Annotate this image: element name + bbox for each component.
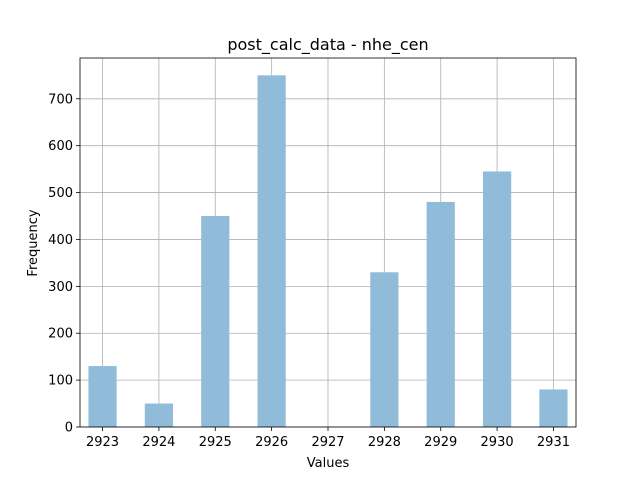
histogram-bar — [539, 389, 568, 427]
histogram-bar — [483, 171, 512, 427]
y-tick-label: 300 — [48, 280, 73, 295]
x-tick-label: 2929 — [424, 435, 457, 450]
x-tick-label: 2931 — [537, 435, 570, 450]
x-tick-label: 2926 — [255, 435, 288, 450]
x-axis-label: Values — [307, 456, 350, 471]
histogram-bar — [426, 201, 455, 427]
y-tick-label: 700 — [48, 92, 73, 107]
histogram-bar — [88, 366, 117, 427]
x-tick-label: 2927 — [311, 435, 344, 450]
y-axis-label: Frequency — [26, 209, 41, 276]
y-tick-label: 0 — [65, 421, 73, 436]
histogram-bar — [370, 272, 399, 427]
y-tick-label: 200 — [48, 327, 73, 342]
x-tick-label: 2925 — [199, 435, 232, 450]
x-tick-label: 2928 — [368, 435, 401, 450]
y-tick-label: 500 — [48, 186, 73, 201]
y-tick-label: 400 — [48, 233, 73, 248]
x-tick-label: 2924 — [142, 435, 175, 450]
x-axis: 2923 2924 2925 2926 2927 2928 2929 2930 2931 — [86, 427, 570, 450]
chart-title: post_calc_data - nhe_cen — [227, 35, 428, 55]
x-tick-label: 2930 — [481, 435, 514, 450]
y-axis: 0 100 200 300 400 500 600 700 — [48, 92, 80, 436]
bars — [88, 75, 568, 428]
histogram-bar — [257, 75, 286, 428]
x-tick-label: 2923 — [86, 435, 119, 450]
y-tick-label: 600 — [48, 139, 73, 154]
histogram-bar — [144, 403, 173, 427]
histogram-bar — [201, 216, 230, 427]
y-tick-label: 100 — [48, 374, 73, 389]
